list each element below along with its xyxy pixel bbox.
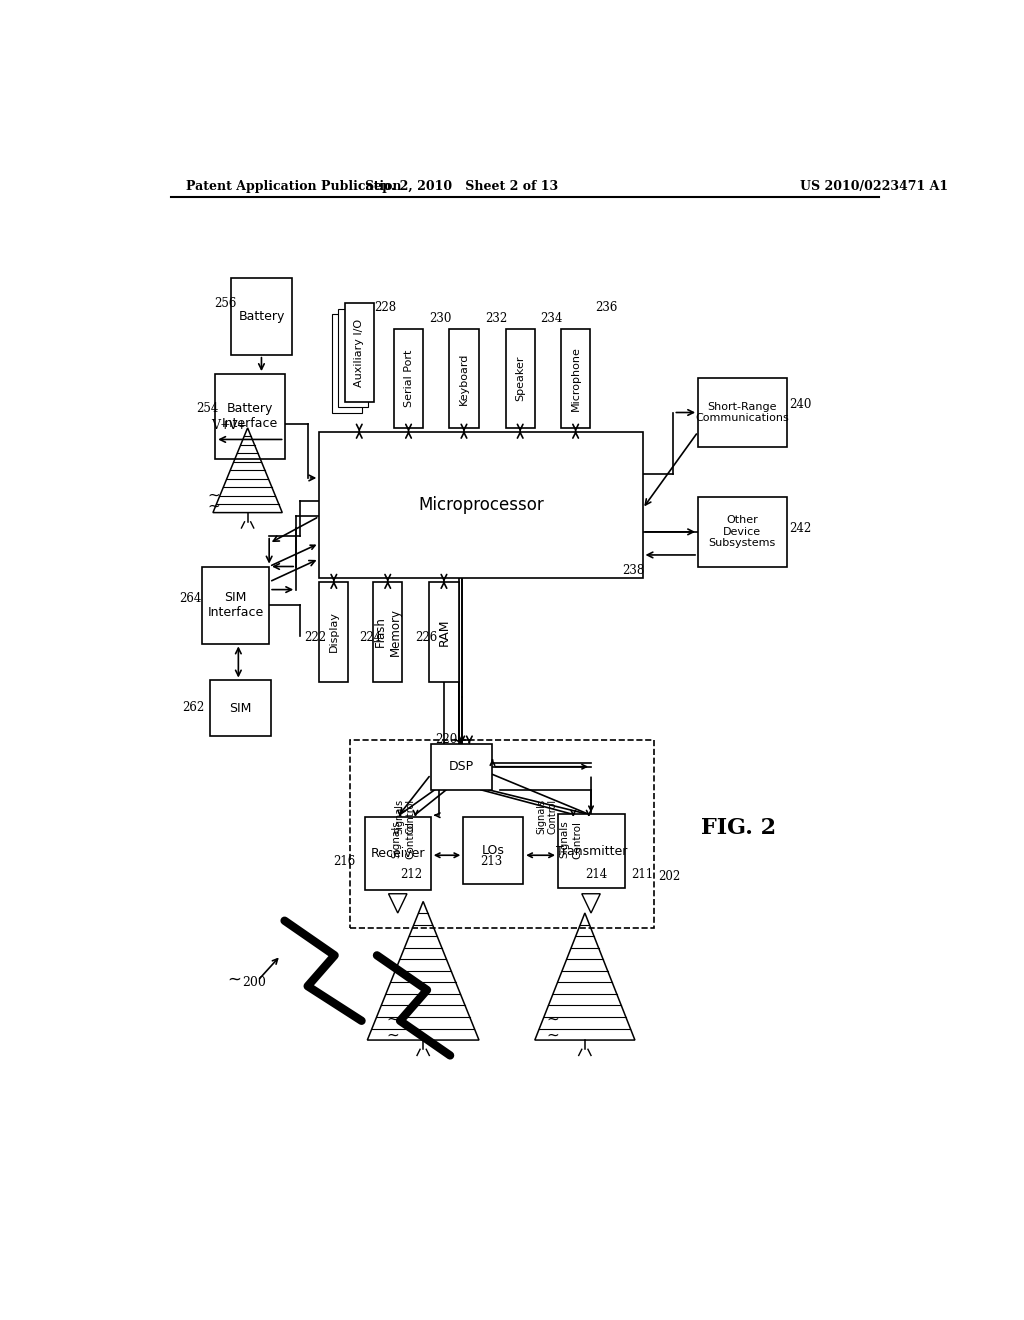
Text: SIM
Interface: SIM Interface	[208, 591, 264, 619]
Bar	[366, 817, 431, 890]
Bar	[431, 743, 493, 789]
Bar	[215, 374, 285, 459]
Text: 236: 236	[596, 301, 618, 314]
Text: 256: 256	[214, 297, 237, 310]
Text: ~: ~	[546, 1011, 559, 1027]
Text: Signals: Signals	[394, 799, 404, 834]
Text: V+: V+	[228, 418, 248, 432]
Text: Microphone: Microphone	[570, 346, 581, 411]
Text: Battery
Interface: Battery Interface	[222, 403, 279, 430]
Text: Short-Range
Communications: Short-Range Communications	[695, 401, 790, 424]
Text: 242: 242	[788, 521, 811, 535]
Bar	[506, 330, 535, 428]
Text: Control: Control	[406, 799, 416, 834]
Text: 213: 213	[480, 855, 503, 869]
Bar	[345, 304, 374, 401]
Text: LOs: LOs	[482, 843, 505, 857]
Text: 238: 238	[622, 564, 644, 577]
Text: ~: ~	[207, 499, 220, 513]
Bar	[373, 582, 402, 682]
Text: Signals: Signals	[391, 821, 401, 858]
Bar	[698, 498, 786, 566]
Text: Patent Application Publication: Patent Application Publication	[186, 181, 401, 194]
Text: DSP: DSP	[450, 760, 474, 774]
Text: Keyboard: Keyboard	[459, 352, 469, 405]
Bar	[561, 330, 590, 428]
Bar	[319, 432, 643, 578]
Text: 211: 211	[631, 869, 653, 880]
Text: 200: 200	[243, 977, 266, 989]
Text: 226: 226	[416, 631, 437, 644]
Text: Control: Control	[406, 821, 415, 858]
Bar	[319, 582, 348, 682]
Text: 214: 214	[585, 869, 607, 880]
Text: Battery: Battery	[239, 310, 285, 323]
Bar	[202, 566, 269, 644]
Text: Flash
Memory: Flash Memory	[374, 609, 401, 656]
Text: 224: 224	[359, 631, 382, 644]
Text: 220: 220	[435, 733, 457, 746]
Text: Signals: Signals	[559, 821, 569, 858]
Bar	[339, 309, 368, 407]
Text: Control: Control	[547, 799, 557, 834]
Text: 228: 228	[374, 301, 396, 314]
Text: US 2010/0223471 A1: US 2010/0223471 A1	[801, 181, 948, 194]
Text: ~: ~	[386, 1011, 398, 1027]
Bar	[698, 378, 786, 447]
Text: Serial Port: Serial Port	[403, 350, 414, 408]
Text: 212: 212	[400, 869, 422, 880]
Text: ~: ~	[207, 487, 220, 503]
Text: 230: 230	[429, 312, 452, 325]
Text: RAM: RAM	[437, 618, 451, 645]
Text: Sep. 2, 2010   Sheet 2 of 13: Sep. 2, 2010 Sheet 2 of 13	[366, 181, 558, 194]
Text: 232: 232	[484, 312, 507, 325]
Text: 262: 262	[182, 701, 205, 714]
Text: 202: 202	[658, 870, 680, 883]
Bar	[394, 330, 423, 428]
Text: 254: 254	[196, 403, 218, 416]
Text: Auxiliary I/O: Auxiliary I/O	[354, 318, 365, 387]
Text: ~: ~	[227, 972, 242, 989]
Text: Receiver: Receiver	[371, 847, 425, 859]
Bar	[450, 330, 478, 428]
Bar	[463, 817, 523, 884]
Bar	[333, 314, 361, 412]
Text: 264: 264	[179, 593, 202, 606]
Text: SIM: SIM	[229, 702, 252, 714]
Text: Signals: Signals	[537, 799, 547, 834]
Text: ~: ~	[546, 1027, 559, 1043]
Text: Transmitter: Transmitter	[556, 845, 627, 858]
Bar	[210, 681, 271, 737]
Text: FIG. 2: FIG. 2	[701, 817, 776, 840]
Text: Control: Control	[572, 821, 583, 858]
Bar	[350, 739, 654, 928]
Text: 222: 222	[304, 631, 326, 644]
Bar	[230, 277, 292, 355]
Text: 240: 240	[788, 399, 811, 412]
Text: Microprocessor: Microprocessor	[418, 496, 544, 513]
Text: Other
Device
Subsystems: Other Device Subsystems	[709, 515, 776, 548]
Text: Speaker: Speaker	[515, 356, 525, 401]
Text: Display: Display	[329, 611, 339, 652]
Bar	[558, 814, 625, 887]
Text: V+: V+	[211, 418, 230, 432]
Text: 234: 234	[541, 312, 562, 325]
Text: ~: ~	[386, 1027, 398, 1043]
Text: 216: 216	[333, 855, 355, 869]
Bar	[429, 582, 459, 682]
